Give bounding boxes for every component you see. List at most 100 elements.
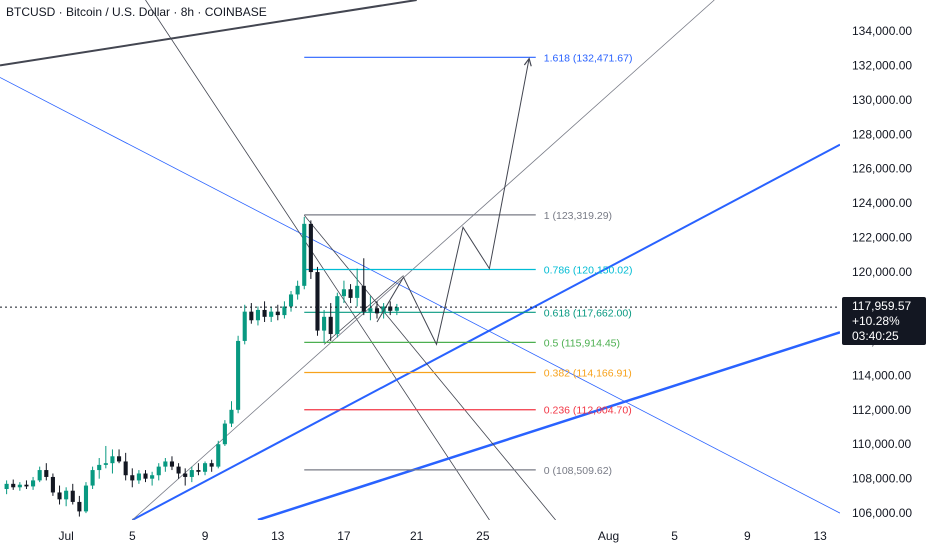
fib-level-label-0.786: 0.786 (120,150.02) bbox=[544, 264, 633, 276]
candle bbox=[90, 466, 95, 490]
fib-level-label-0.618: 0.618 (117,662.00) bbox=[544, 307, 632, 319]
candle bbox=[355, 268, 360, 307]
time-tick-label: 21 bbox=[410, 529, 424, 543]
candle bbox=[328, 303, 333, 341]
candle bbox=[394, 303, 399, 316]
candle bbox=[308, 220, 313, 279]
projection-path-line[interactable] bbox=[376, 58, 530, 346]
candle bbox=[156, 463, 161, 481]
trendline-5[interactable] bbox=[132, 0, 715, 520]
candle bbox=[288, 290, 294, 312]
candle bbox=[275, 304, 280, 321]
candle bbox=[4, 480, 9, 495]
price-tick-label: 112,000.00 bbox=[852, 403, 911, 417]
candle bbox=[302, 216, 307, 290]
candle bbox=[130, 468, 135, 488]
candle bbox=[77, 495, 82, 517]
price-tick-label: 106,000.00 bbox=[852, 506, 912, 520]
candle bbox=[103, 445, 108, 469]
projection-arrowhead bbox=[523, 57, 532, 67]
candle bbox=[322, 309, 327, 343]
fib-level-label-0.236: 0.236 (112,004.70) bbox=[544, 405, 632, 417]
trendline-2[interactable] bbox=[145, 0, 490, 520]
price-tick-label: 134,000.00 bbox=[852, 24, 912, 38]
price-tick-label: 124,000.00 bbox=[852, 196, 912, 210]
candle bbox=[242, 304, 247, 345]
bar-countdown: 03:40:25 bbox=[852, 328, 899, 343]
time-tick-label: 9 bbox=[202, 529, 209, 543]
last-price-value: 117,959.57 bbox=[852, 298, 912, 313]
time-tick-label: 13 bbox=[813, 529, 827, 543]
fib-level-label-1: 1 (123,319.29) bbox=[544, 210, 612, 222]
trendline-0[interactable] bbox=[0, 0, 417, 67]
price-tick-label: 114,000.00 bbox=[852, 368, 911, 382]
price-axis[interactable]: 106,000.00 108,000.00 110,000.00 112,000.00… bbox=[852, 24, 912, 520]
candle bbox=[17, 482, 22, 491]
candle bbox=[249, 303, 254, 324]
candle bbox=[315, 266, 320, 336]
trendlines bbox=[0, 0, 840, 520]
time-tick-label: Aug bbox=[598, 529, 619, 543]
candle bbox=[255, 306, 261, 326]
time-tick-label: 5 bbox=[671, 529, 678, 543]
time-tick-label: 9 bbox=[744, 529, 751, 543]
price-change-percent: +10.28% bbox=[852, 313, 900, 328]
fib-level-label-0.5: 0.5 (115,914.45) bbox=[544, 337, 620, 349]
price-tick-label: 122,000.00 bbox=[852, 231, 912, 245]
candle bbox=[282, 301, 287, 319]
projection-path bbox=[376, 57, 532, 346]
candle bbox=[136, 470, 141, 484]
fibonacci-retracement: 1.618 (132,471.67) 1 (123,319.29) 0.786 (1… bbox=[304, 52, 632, 477]
candle bbox=[50, 473, 55, 496]
candle bbox=[57, 485, 62, 505]
candle bbox=[31, 476, 36, 490]
price-tick-label: 108,000.00 bbox=[852, 472, 912, 486]
trendline-3[interactable] bbox=[131, 143, 840, 520]
time-axis[interactable]: Jul 5 9 13 17 21 25 Aug 5 9 13 bbox=[58, 529, 827, 543]
time-tick-label: Jul bbox=[58, 529, 73, 543]
candles bbox=[4, 216, 399, 517]
price-tick-label: 110,000.00 bbox=[852, 437, 911, 451]
time-tick-label: 25 bbox=[476, 529, 490, 543]
candle bbox=[196, 463, 201, 476]
candle bbox=[295, 280, 300, 300]
candle bbox=[335, 292, 340, 338]
price-tick-label: 132,000.00 bbox=[852, 58, 912, 72]
candle bbox=[341, 280, 346, 304]
candle bbox=[123, 452, 128, 481]
candle bbox=[209, 459, 214, 472]
chart-title: BTCUSD · Bitcoin / U.S. Dollar · 8h · CO… bbox=[6, 5, 267, 19]
candle bbox=[269, 306, 274, 322]
candle bbox=[348, 284, 353, 304]
fib-level-label-0.382: 0.382 (114,166.91) bbox=[544, 367, 632, 379]
candle bbox=[44, 463, 49, 481]
candle bbox=[143, 470, 148, 483]
candle bbox=[97, 458, 102, 479]
candle bbox=[169, 456, 175, 471]
candle bbox=[374, 301, 380, 319]
trendline-6[interactable] bbox=[303, 214, 556, 520]
price-tick-label: 130,000.00 bbox=[852, 93, 912, 107]
candle bbox=[37, 466, 42, 483]
candle bbox=[388, 301, 393, 316]
candle bbox=[262, 301, 267, 322]
candle bbox=[236, 335, 241, 414]
price-tick-label: 128,000.00 bbox=[852, 127, 912, 141]
candle bbox=[70, 483, 75, 505]
trendline-4[interactable] bbox=[257, 331, 840, 520]
candle bbox=[110, 449, 115, 474]
trendline-1[interactable] bbox=[0, 77, 840, 514]
time-tick-label: 17 bbox=[337, 529, 351, 543]
candle bbox=[163, 458, 168, 472]
candle bbox=[24, 480, 29, 490]
candle bbox=[117, 449, 122, 464]
candle bbox=[222, 420, 227, 446]
candle bbox=[216, 440, 221, 469]
candle bbox=[83, 482, 89, 514]
fib-level-label-0: 0 (108,509.62) bbox=[544, 465, 612, 477]
candle bbox=[368, 296, 373, 321]
candle bbox=[150, 471, 155, 486]
candle bbox=[183, 468, 188, 486]
time-tick-label: 5 bbox=[129, 529, 136, 543]
